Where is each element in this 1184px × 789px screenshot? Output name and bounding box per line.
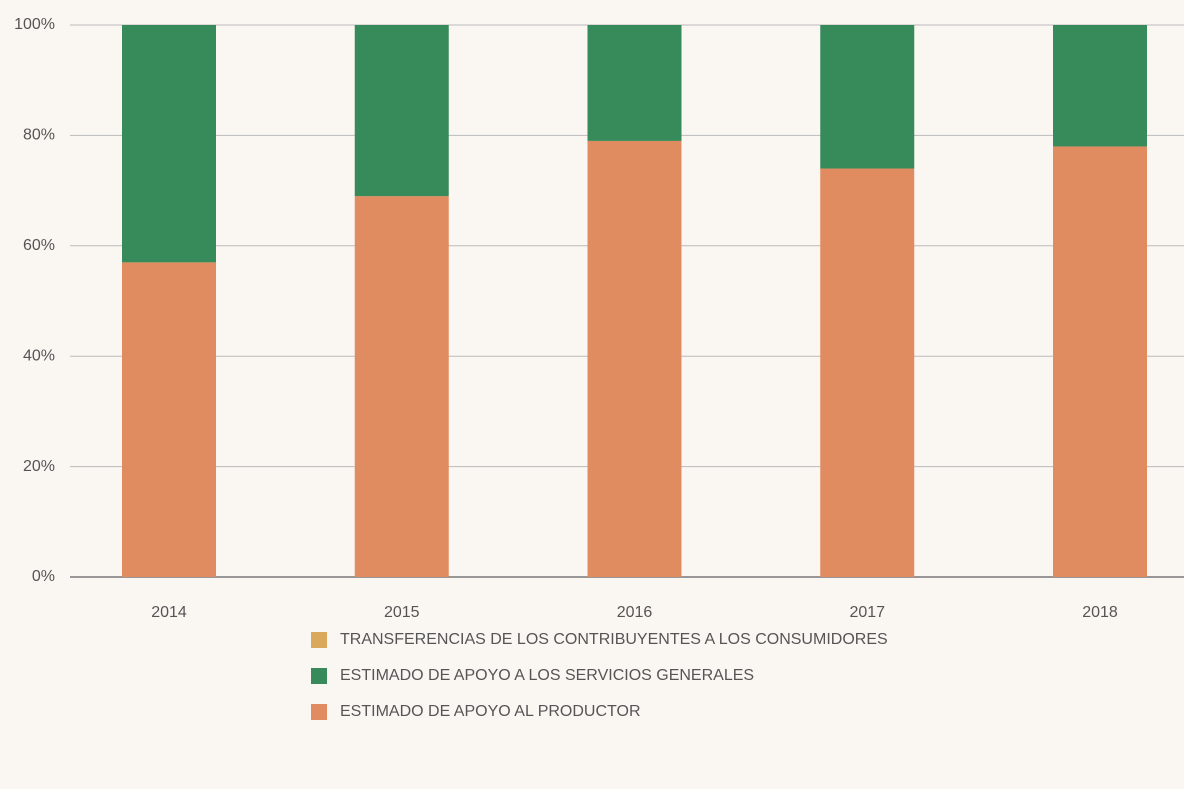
x-tick-label: 2018 [1082,604,1118,621]
x-tick-label: 2014 [151,604,187,621]
bar-segment [354,196,449,577]
legend-label: ESTIMADO DE APOYO AL PRODUCTOR [340,703,641,720]
y-tick-label: 40% [23,347,55,364]
y-tick-label: 60% [23,237,55,254]
legend-swatch [311,704,327,720]
bar-segment [820,168,915,577]
bar-segment [122,262,216,577]
legend-label: TRANSFERENCIAS DE LOS CONTRIBUYENTES A L… [340,631,888,648]
bar-segment [820,25,915,169]
y-tick-label: 80% [23,127,55,144]
bar-segment [587,25,682,141]
legend-swatch [311,632,327,648]
x-tick-label: 2017 [849,604,885,621]
bar-segment [587,140,682,578]
bar-segment [1053,25,1147,147]
y-tick-label: 100% [14,16,55,33]
y-tick-label: 20% [23,458,55,475]
bar-segment [122,25,216,263]
legend-swatch [311,668,327,684]
bar-segment [354,25,449,197]
x-tick-label: 2015 [384,604,420,621]
legend-label: ESTIMADO DE APOYO A LOS SERVICIOS GENERA… [340,667,754,684]
x-tick-label: 2016 [617,604,653,621]
y-tick-label: 0% [32,568,55,585]
bar-segment [1053,146,1147,577]
